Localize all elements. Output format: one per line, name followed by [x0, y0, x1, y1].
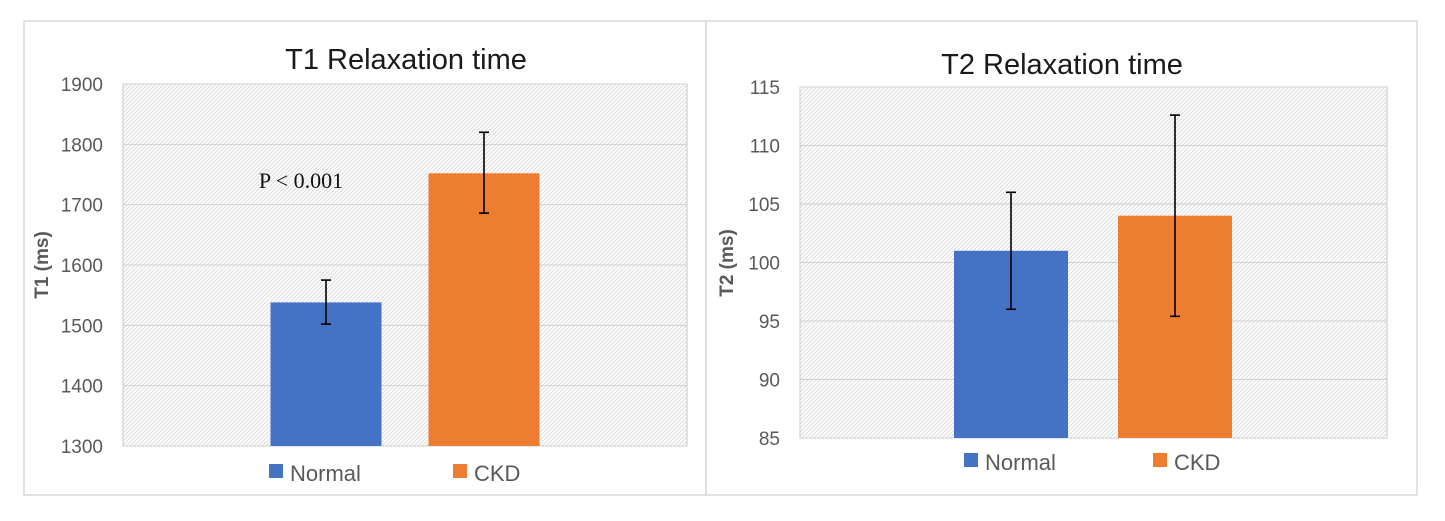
t1-y-axis-label: T1 (ms) [32, 231, 53, 299]
t2-chart-panel: 85 90 95 100 105 110 115 T2 Relaxation time T2… [705, 20, 1418, 496]
t2-gridlines [800, 86, 1387, 439]
t1-y-tick-label: 1900 [61, 75, 103, 96]
t2-y-tick-label: 95 [759, 312, 780, 333]
t1-legend-swatch-normal [269, 464, 283, 478]
t1-error-bar-ckd [479, 131, 489, 214]
t2-y-tick-label: 110 [750, 137, 780, 158]
t1-legend-label-ckd: CKD [474, 461, 520, 486]
t1-y-tick-label: 1300 [61, 437, 103, 458]
t1-y-tick-label: 1700 [61, 196, 103, 217]
t1-gridlines [123, 83, 687, 447]
t2-chart-title: T2 Relaxation time [941, 49, 1183, 81]
t2-y-tick-label: 100 [748, 254, 780, 275]
t1-legend: Normal CKD [269, 461, 520, 486]
t2-legend-label-normal: Normal [985, 450, 1056, 475]
t1-legend-label-normal: Normal [290, 461, 361, 486]
t2-y-tick-label: 115 [750, 78, 780, 99]
t2-chart-frame [705, 20, 1418, 496]
t2-legend-swatch-normal [964, 453, 978, 467]
t1-bar-ckd [428, 173, 540, 446]
t2-y-axis-label: T2 (ms) [717, 229, 738, 297]
t2-legend-label-ckd: CKD [1174, 450, 1220, 475]
t1-error-bar-normal [321, 279, 331, 325]
t1-bars [270, 173, 540, 446]
t1-error-bars [321, 131, 489, 325]
t2-legend: Normal CKD [964, 450, 1220, 475]
t2-y-tick-label: 85 [759, 429, 780, 450]
t2-y-axis-ticks: 85 90 95 100 105 110 115 [748, 78, 780, 450]
t1-bar-normal [270, 302, 382, 446]
t1-y-tick-label: 1800 [61, 135, 103, 156]
t1-legend-swatch-ckd [453, 464, 467, 478]
t2-y-tick-label: 90 [759, 371, 780, 392]
t2-legend-swatch-ckd [1153, 453, 1167, 467]
t1-p-value-annotation: P < 0.001 [259, 168, 343, 193]
t1-y-tick-label: 1600 [61, 256, 103, 277]
t2-error-bars [1006, 114, 1180, 318]
t2-bars [954, 215, 1232, 438]
t1-y-tick-label: 1500 [61, 316, 103, 337]
t1-chart-panel: 1300 1400 1500 1600 1700 1800 1900 T1 Relaxati… [23, 20, 707, 496]
t2-error-bar-normal [1006, 191, 1016, 311]
t2-error-bar-ckd [1170, 114, 1180, 318]
t1-y-tick-label: 1400 [61, 377, 103, 398]
t2-y-tick-label: 105 [748, 195, 780, 216]
t1-y-axis-ticks: 1300 1400 1500 1600 1700 1800 1900 [61, 75, 103, 458]
t1-chart-title: T1 Relaxation time [285, 44, 527, 76]
